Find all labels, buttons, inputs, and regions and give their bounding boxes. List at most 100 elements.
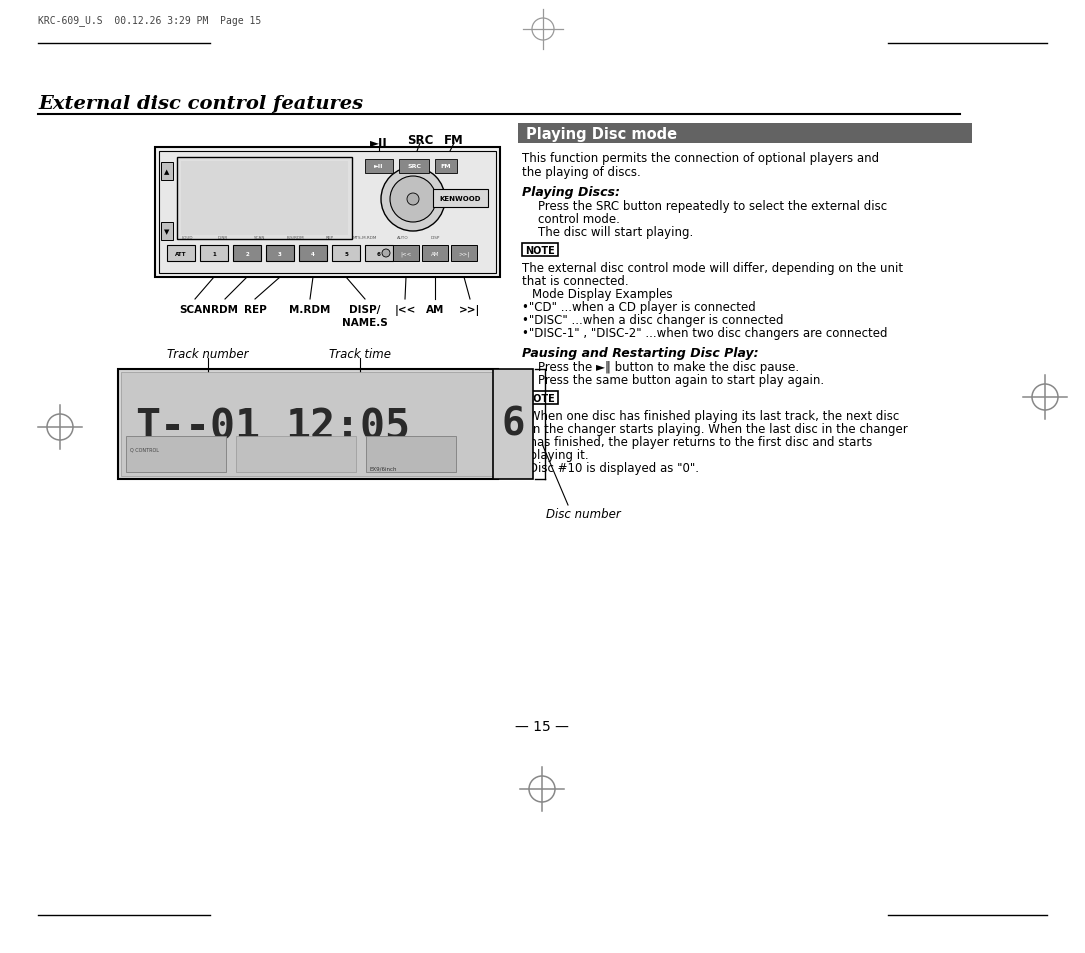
Bar [181,162,348,235]
Text: KRC-609_U.S  00.12.26 3:29 PM  Page 15: KRC-609_U.S 00.12.26 3:29 PM Page 15 [38,15,261,26]
Circle shape [407,193,419,206]
Bar [365,246,393,262]
Text: ►II: ►II [370,137,387,150]
Text: playing it.: playing it. [522,449,589,461]
Bar [122,373,495,476]
Text: •"DISC-1" , "DISC-2" ...when two disc changers are connected: •"DISC-1" , "DISC-2" ...when two disc ch… [522,327,888,339]
Circle shape [381,168,445,232]
Text: •Disc #10 is displayed as "0".: •Disc #10 is displayed as "0". [522,461,699,475]
Text: NOTE: NOTE [525,393,554,403]
Text: 4: 4 [311,252,315,256]
Text: — 15 —: — 15 — [515,720,569,733]
Text: Playing Disc mode: Playing Disc mode [526,127,677,141]
Text: ▲: ▲ [164,169,169,174]
Text: FM: FM [444,133,464,147]
Text: AUTO: AUTO [397,235,409,240]
Text: T--01: T--01 [136,407,260,449]
Text: Mode Display Examples: Mode Display Examples [532,288,673,301]
Text: 6: 6 [378,252,381,256]
Text: 1: 1 [213,252,216,256]
Bar [159,152,496,274]
Text: Press the ►‖ button to make the disc pause.: Press the ►‖ button to make the disc pau… [538,360,800,374]
Text: 12:05: 12:05 [285,407,410,449]
Bar [233,246,261,262]
Text: EX9/6inch: EX9/6inch [369,467,396,472]
Bar [493,370,533,479]
Text: SCAN: SCAN [179,305,210,314]
Text: AM: AM [425,305,444,314]
Text: ►II: ►II [374,164,384,170]
Bar [365,160,393,173]
Text: DISP: DISP [431,235,439,240]
Text: MTS-M.RDM: MTS-M.RDM [353,235,378,240]
Bar [522,244,558,256]
Text: External disc control features: External disc control features [38,95,363,112]
Text: DISP/: DISP/ [349,305,381,314]
Text: |<<: |<< [394,305,416,315]
Bar [161,223,173,241]
Bar [435,160,457,173]
Text: Pausing and Restarting Disc Play:: Pausing and Restarting Disc Play: [522,347,758,359]
Text: >>|: >>| [459,305,481,315]
Text: that is connected.: that is connected. [522,274,628,288]
Text: The external disc control mode will differ, depending on the unit: The external disc control mode will diff… [522,262,903,274]
Bar [161,163,173,181]
Text: Track number: Track number [167,348,248,360]
Bar [155,148,500,277]
Text: ATT: ATT [176,252,187,256]
Text: •When one disc has finished playing its last track, the next disc: •When one disc has finished playing its … [522,410,899,422]
Text: AM: AM [431,252,439,256]
Text: has finished, the player returns to the first disc and starts: has finished, the player returns to the … [522,436,872,449]
Text: SRC: SRC [407,133,433,147]
Text: Press the SRC button repeatedly to select the external disc: Press the SRC button repeatedly to selec… [538,200,888,213]
Bar [451,246,477,262]
Bar [126,436,226,473]
Text: >>|: >>| [458,251,470,256]
Text: 5: 5 [344,252,348,256]
Text: FM: FM [441,164,451,170]
Text: This function permits the connection of optional players and: This function permits the connection of … [522,152,879,165]
Bar [167,246,195,262]
Text: REP: REP [244,305,267,314]
Text: KENWOOD: KENWOOD [439,195,482,202]
Bar [332,246,360,262]
Text: NAME.S: NAME.S [342,317,387,328]
Bar [266,246,294,262]
Text: Disc number: Disc number [546,507,621,520]
Text: 2: 2 [245,252,248,256]
Text: •"DISC" ...when a disc changer is connected: •"DISC" ...when a disc changer is connec… [522,314,783,327]
Text: LOUD: LOUD [181,235,193,240]
Text: M.RDM: M.RDM [290,305,331,314]
Text: Track time: Track time [329,348,391,360]
Bar [299,246,327,262]
Text: SRC: SRC [407,164,421,170]
Bar [399,160,429,173]
Bar [393,246,419,262]
Text: in the changer starts playing. When the last disc in the changer: in the changer starts playing. When the … [522,422,908,436]
Bar [522,392,558,405]
Text: NOTE: NOTE [525,245,554,255]
Bar [177,158,352,240]
Text: D.NR: D.NR [218,235,228,240]
Circle shape [390,177,436,223]
Bar [366,436,456,473]
Text: 6: 6 [501,406,525,443]
Circle shape [382,250,390,257]
Text: control mode.: control mode. [538,213,620,226]
Text: 3: 3 [278,252,282,256]
Bar [518,124,972,144]
Text: Playing Discs:: Playing Discs: [522,186,620,199]
Text: The disc will start playing.: The disc will start playing. [538,226,693,239]
Text: SCAN: SCAN [253,235,265,240]
Bar [422,246,448,262]
Text: B.S/RDM: B.S/RDM [286,235,304,240]
Text: Press the same button again to start play again.: Press the same button again to start pla… [538,374,825,387]
Text: Q CONTROL: Q CONTROL [130,448,159,453]
Bar [433,190,488,208]
Bar [118,370,498,479]
Bar [200,246,228,262]
Text: the playing of discs.: the playing of discs. [522,166,641,179]
Text: |<<: |<< [400,251,411,256]
Bar [237,436,356,473]
Text: REP: REP [326,235,334,240]
